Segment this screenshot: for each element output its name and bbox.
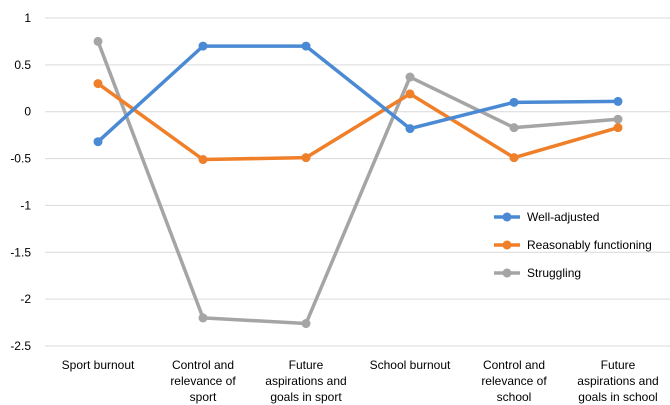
x-category-label: goals in sport bbox=[270, 390, 342, 404]
x-category-label: Control and bbox=[483, 358, 545, 372]
data-point bbox=[93, 36, 103, 46]
data-point bbox=[93, 79, 103, 89]
y-tick-label: -0.5 bbox=[10, 152, 31, 166]
legend-label: Reasonably functioning bbox=[527, 238, 652, 252]
x-category-label: school bbox=[497, 390, 532, 404]
x-category-label: Future bbox=[289, 358, 324, 372]
data-point bbox=[613, 114, 623, 124]
y-axis-tick-labels: 1 0.5 0 -0.5 -1 -1.5 -2 -2.5 bbox=[10, 11, 31, 353]
legend-label: Struggling bbox=[527, 266, 581, 280]
y-tick-label: -2 bbox=[20, 292, 31, 306]
x-category-label: aspirations and bbox=[577, 374, 658, 388]
y-tick-label: -1 bbox=[20, 198, 31, 212]
data-point bbox=[405, 72, 415, 82]
x-axis-category-labels: Sport burnout Control and relevance of spor… bbox=[62, 358, 659, 404]
x-category-label: sport bbox=[190, 390, 217, 404]
legend: Well-adjusted Reasonably functioning Strug… bbox=[494, 210, 652, 280]
data-point bbox=[509, 97, 519, 107]
data-point bbox=[613, 123, 623, 133]
data-point bbox=[301, 319, 311, 329]
series-line bbox=[96, 82, 619, 162]
series-line bbox=[96, 40, 619, 326]
data-point bbox=[198, 155, 208, 165]
y-tick-label: 0 bbox=[24, 105, 31, 119]
legend-swatch-marker bbox=[502, 268, 512, 278]
data-point bbox=[509, 123, 519, 133]
x-category-label: Future bbox=[601, 358, 636, 372]
y-tick-label: 0.5 bbox=[14, 58, 31, 72]
y-tick-label: 1 bbox=[24, 11, 31, 25]
x-category-label: School burnout bbox=[370, 358, 451, 372]
x-category-label: goals in school bbox=[578, 390, 657, 404]
gridlines bbox=[45, 17, 670, 347]
y-tick-label: -2.5 bbox=[10, 339, 31, 353]
x-category-label: Control and bbox=[172, 358, 234, 372]
series-lines bbox=[93, 36, 623, 329]
legend-swatch-marker bbox=[502, 240, 512, 250]
data-point bbox=[93, 137, 103, 147]
series-line bbox=[96, 44, 619, 143]
data-point bbox=[301, 41, 311, 51]
x-category-label: Sport burnout bbox=[62, 358, 135, 372]
y-tick-label: -1.5 bbox=[10, 245, 31, 259]
legend-swatch-marker bbox=[502, 212, 512, 222]
data-point bbox=[301, 153, 311, 163]
legend-label: Well-adjusted bbox=[527, 210, 599, 224]
x-category-label: relevance of bbox=[170, 374, 236, 388]
data-point bbox=[405, 89, 415, 99]
data-point bbox=[613, 96, 623, 106]
data-point bbox=[198, 313, 208, 323]
data-point bbox=[405, 124, 415, 134]
data-point bbox=[509, 153, 519, 163]
x-category-label: aspirations and bbox=[265, 374, 346, 388]
data-point bbox=[198, 41, 208, 51]
x-category-label: relevance of bbox=[481, 374, 547, 388]
